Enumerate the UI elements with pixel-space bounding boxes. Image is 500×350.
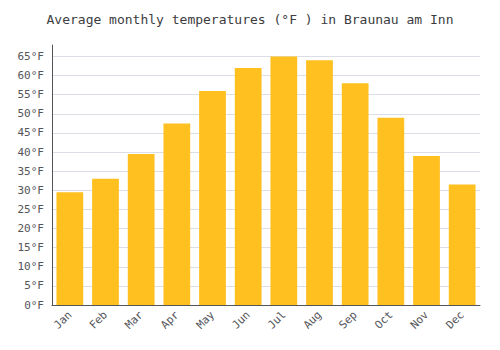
svg-text:30°F: 30°F bbox=[18, 184, 45, 197]
svg-text:60°F: 60°F bbox=[18, 69, 45, 82]
svg-text:Jan: Jan bbox=[51, 308, 74, 331]
svg-text:5°F: 5°F bbox=[24, 279, 44, 292]
svg-text:10°F: 10°F bbox=[18, 260, 45, 273]
svg-text:Apr: Apr bbox=[158, 308, 181, 331]
svg-text:Nov: Nov bbox=[408, 308, 431, 331]
svg-text:0°F: 0°F bbox=[24, 299, 44, 312]
svg-text:35°F: 35°F bbox=[18, 165, 45, 178]
svg-text:55°F: 55°F bbox=[18, 88, 45, 101]
svg-text:Sep: Sep bbox=[337, 308, 360, 331]
svg-text:Average monthly temperatures (: Average monthly temperatures (°F ) in Br… bbox=[47, 12, 454, 27]
svg-text:Dec: Dec bbox=[444, 308, 467, 331]
svg-text:Aug: Aug bbox=[301, 308, 324, 331]
svg-text:15°F: 15°F bbox=[18, 241, 45, 254]
svg-text:65°F: 65°F bbox=[18, 50, 45, 63]
svg-text:40°F: 40°F bbox=[18, 146, 45, 159]
svg-text:May: May bbox=[194, 308, 217, 331]
svg-text:25°F: 25°F bbox=[18, 203, 45, 216]
svg-text:20°F: 20°F bbox=[18, 222, 45, 235]
svg-text:Jun: Jun bbox=[230, 308, 253, 331]
svg-text:Mar: Mar bbox=[123, 308, 146, 331]
svg-text:Jul: Jul bbox=[265, 308, 288, 331]
svg-text:45°F: 45°F bbox=[18, 126, 45, 139]
svg-text:Feb: Feb bbox=[87, 308, 110, 331]
svg-text:50°F: 50°F bbox=[18, 107, 45, 120]
svg-text:Oct: Oct bbox=[372, 308, 395, 331]
